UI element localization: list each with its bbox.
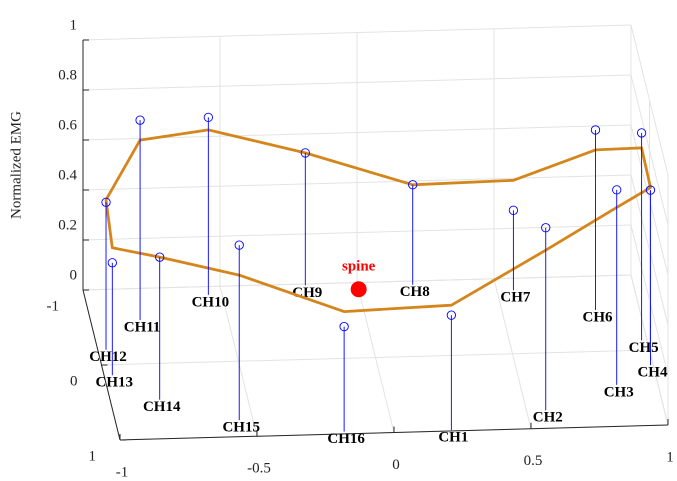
channel-label: CH3 (604, 384, 634, 400)
grid-line (630, 174, 669, 326)
x-tick-label: 0.5 (524, 453, 543, 469)
y-tick-label: -1 (47, 298, 60, 314)
grid-line (630, 124, 669, 276)
stem-marker (612, 185, 622, 195)
x-tick-label: 0 (392, 457, 400, 473)
channel-label: CH13 (96, 375, 134, 391)
grid-line (82, 124, 632, 141)
stem-marker (339, 321, 349, 332)
stem-marker (590, 125, 601, 135)
y-tick-label: 0 (70, 373, 78, 389)
z-tick-label: 0.8 (58, 67, 77, 83)
channel-label: CH5 (629, 340, 659, 356)
z-tick-label: 1 (70, 17, 78, 33)
grid-line (630, 74, 669, 226)
stem-marker (107, 258, 117, 268)
channel-label: CH11 (124, 320, 161, 336)
stem-marker (636, 128, 647, 138)
x-tick-label: -0.5 (247, 461, 271, 477)
fit-loop (104, 128, 652, 313)
channel-label: CH15 (222, 420, 260, 436)
stem-marker (645, 185, 656, 195)
channel-label: CH16 (327, 431, 365, 447)
stem-marker (203, 112, 213, 123)
stem-marker (155, 252, 165, 262)
stem-marker (101, 197, 111, 207)
channel-label: CH12 (89, 349, 127, 365)
x-tick-label: -1 (116, 464, 129, 480)
grid-line (630, 24, 669, 176)
channel-label: CH14 (143, 399, 181, 415)
y-tick-label: 1 (89, 448, 97, 464)
grid-line (82, 74, 632, 91)
grid-line (82, 24, 632, 41)
grid-line (630, 224, 669, 376)
spine-label: spine (342, 259, 376, 275)
channel-label: CH1 (438, 430, 468, 446)
channel-label: CH10 (192, 294, 230, 310)
stem-marker (234, 240, 244, 250)
z-tick-label: 0 (70, 267, 78, 283)
z-axis-label: Normalized EMG (8, 111, 24, 219)
stem-marker (135, 115, 145, 125)
stem-marker (408, 180, 418, 190)
grid-line (630, 274, 669, 426)
stem-marker (300, 148, 310, 158)
spine-marker (350, 281, 367, 298)
grid-line (82, 174, 632, 191)
z-tick-label: 0.4 (58, 167, 77, 183)
stem-marker (541, 223, 551, 233)
stem-marker (508, 205, 519, 215)
channel-label: CH6 (582, 309, 613, 325)
x-tick-label: 1 (666, 449, 674, 465)
z-tick-label: 0.6 (58, 117, 77, 133)
z-tick-label: 0.2 (58, 217, 77, 233)
grid-line (82, 224, 632, 241)
channel-label: CH7 (500, 290, 531, 306)
stem-marker (446, 310, 457, 320)
grid-line (101, 349, 650, 366)
channel-label: CH4 (637, 365, 668, 381)
channel-label: CH8 (400, 284, 430, 300)
channel-label: CH2 (533, 410, 563, 426)
